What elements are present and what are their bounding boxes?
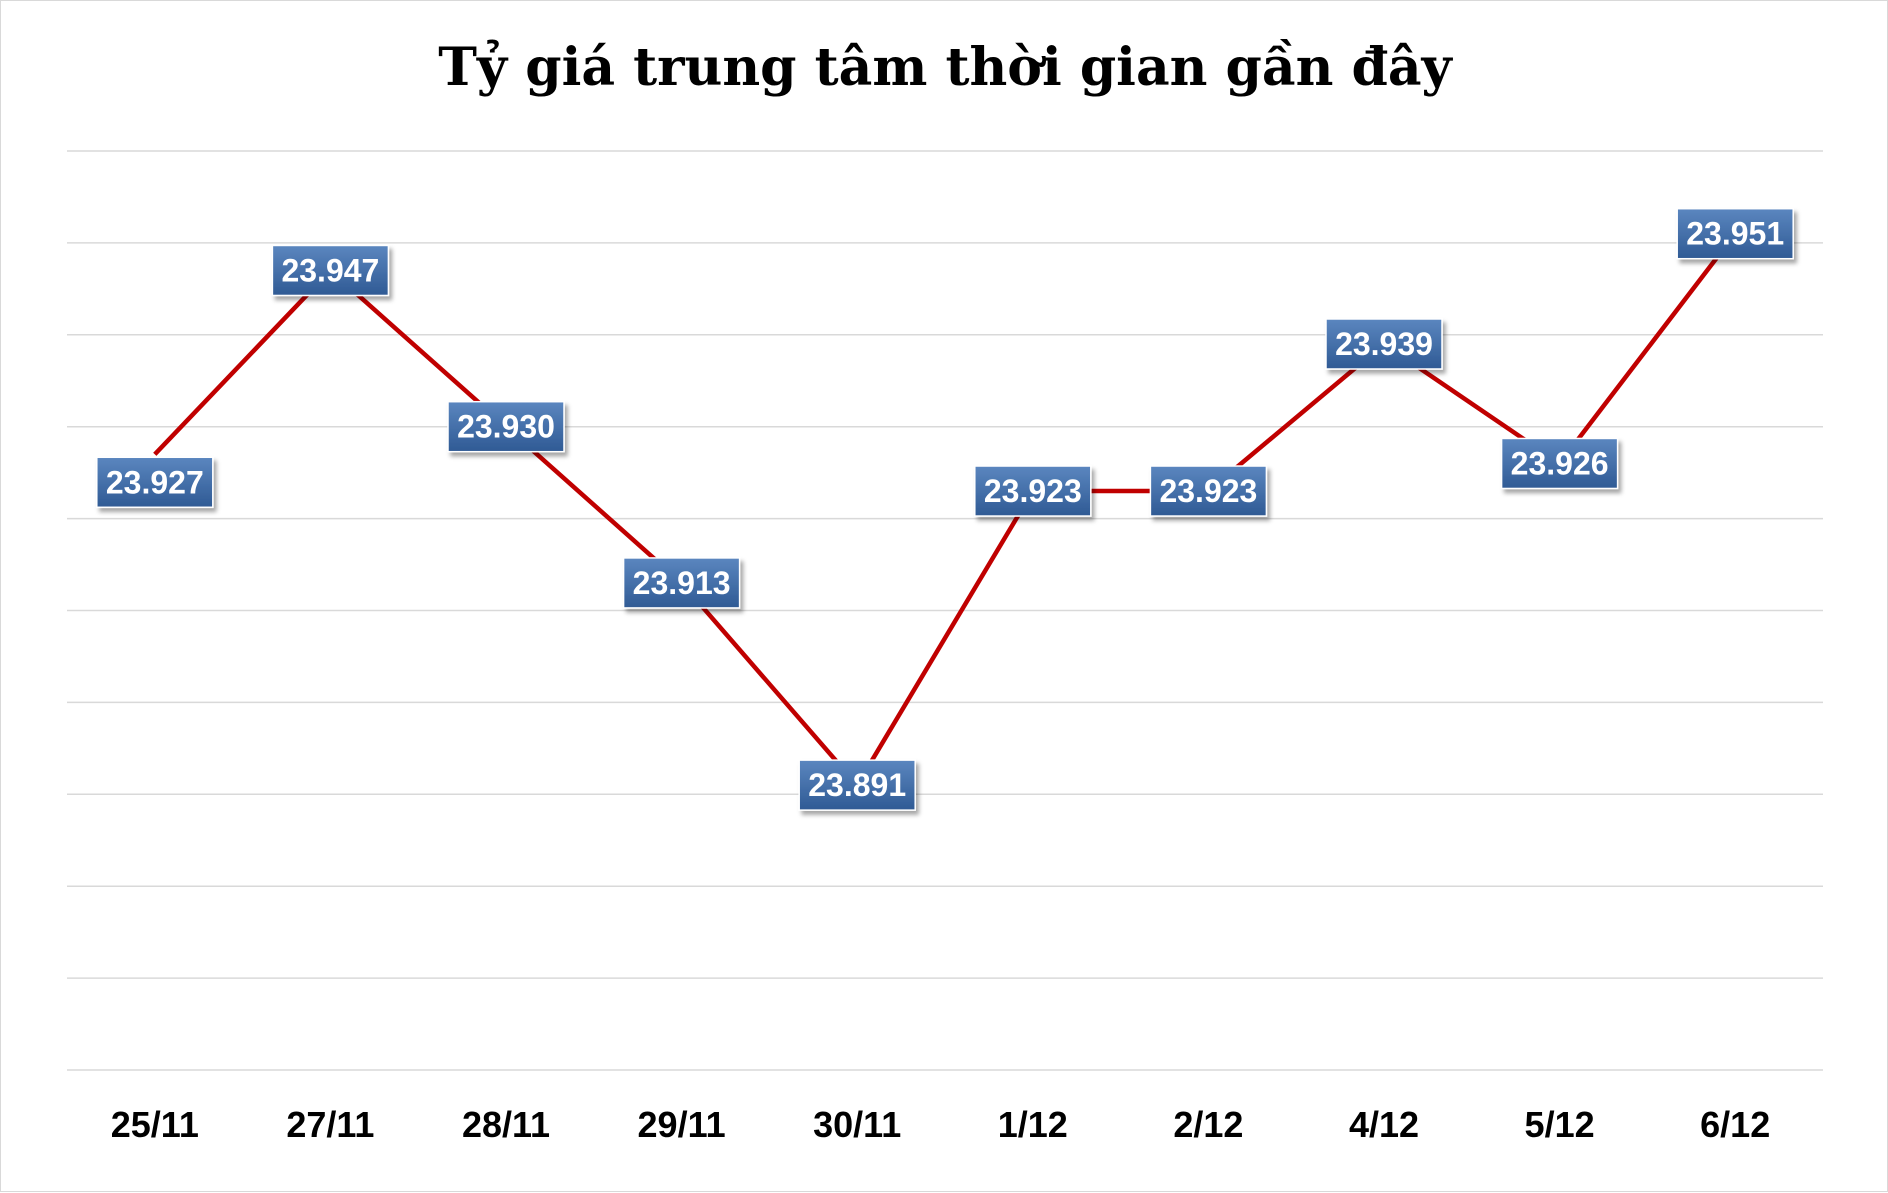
data-label-text: 23.927 [106, 464, 204, 500]
data-label: 23.926 [1500, 437, 1619, 490]
data-label-box [1149, 465, 1268, 517]
data-label-box [974, 465, 1092, 517]
data-label-box [622, 557, 741, 609]
data-label: 23.947 [271, 244, 390, 297]
data-label: 23.951 [1676, 207, 1794, 260]
data-label-text: 23.926 [1511, 445, 1609, 481]
data-label-box [1325, 318, 1443, 370]
data-label: 23.913 [622, 557, 741, 609]
data-label: 23.923 [1149, 465, 1268, 517]
data-labels: 23.927 23.947 23.930 23.913 23.891 23.923 23.9… [96, 207, 1794, 811]
data-label-text: 23.891 [808, 767, 906, 803]
data-label-box [447, 400, 565, 453]
data-label-text: 23.923 [1159, 473, 1257, 509]
gridlines [67, 150, 1823, 1071]
x-tick-label: 1/12 [998, 1104, 1068, 1145]
data-label-text: 23.930 [457, 409, 555, 445]
data-label: 23.939 [1325, 318, 1443, 370]
data-label-box [271, 244, 390, 297]
x-axis: 25/11 27/11 28/11 29/11 30/11 1/12 2/12 4/12 5/1… [111, 1104, 1770, 1145]
x-tick-label: 4/12 [1349, 1104, 1419, 1145]
data-label-box [96, 456, 214, 509]
x-tick-label: 28/11 [462, 1104, 550, 1145]
data-label-box [1500, 437, 1619, 490]
data-label: 23.923 [974, 465, 1092, 517]
x-tick-label: 2/12 [1173, 1104, 1243, 1145]
series-line-layer [153, 232, 1737, 788]
data-label: 23.927 [96, 456, 214, 509]
chart-title: Tỷ giá trung tâm thời gian gần đây [438, 37, 1452, 98]
x-tick-label: 25/11 [111, 1104, 199, 1145]
x-tick-label: 27/11 [286, 1104, 374, 1145]
x-tick-label: 5/12 [1525, 1104, 1595, 1145]
data-label-box [1676, 207, 1794, 260]
data-label: 23.891 [798, 759, 916, 811]
data-label-text: 23.913 [633, 565, 731, 601]
data-label: 23.930 [447, 400, 565, 453]
series-line [153, 232, 1737, 788]
x-tick-label: 6/12 [1700, 1104, 1770, 1145]
data-label-text: 23.947 [281, 252, 379, 288]
data-label-box [798, 759, 916, 811]
x-tick-label: 30/11 [813, 1104, 901, 1145]
data-label-text: 23.951 [1686, 216, 1784, 252]
x-tick-label: 29/11 [638, 1104, 726, 1145]
data-label-text: 23.923 [984, 473, 1082, 509]
data-label-text: 23.939 [1335, 326, 1433, 362]
